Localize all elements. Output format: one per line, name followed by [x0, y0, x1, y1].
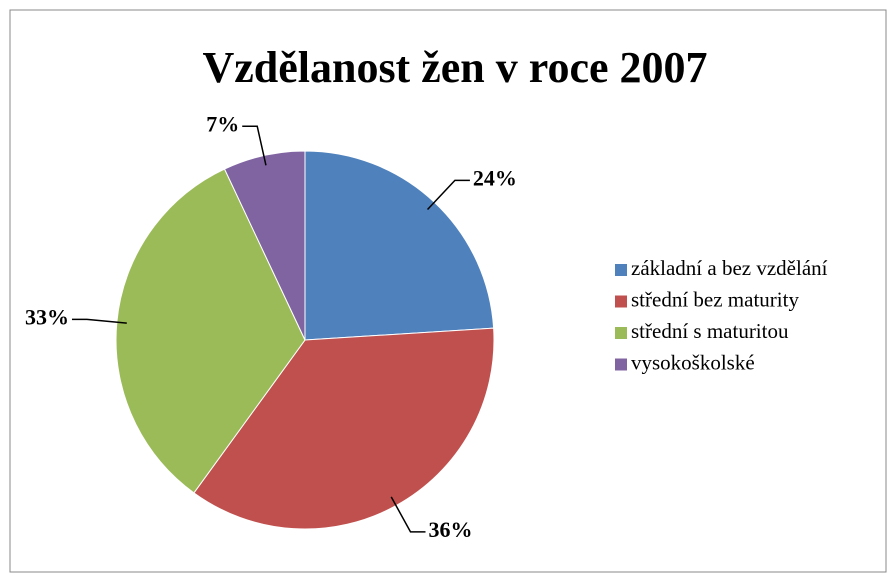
legend-swatch — [615, 295, 627, 308]
leader-line — [426, 179, 470, 211]
legend-swatch — [615, 327, 627, 339]
legend-label: střední s maturitou — [631, 319, 789, 343]
legend-label: základní a bez vzdělání — [631, 256, 828, 280]
data-label: 33% — [25, 304, 69, 329]
legend-label: vysokoškolské — [631, 350, 755, 374]
leader-line — [390, 496, 426, 533]
chart-title: Vzdělanost žen v roce 2007 — [202, 43, 707, 92]
legend-label: střední bez maturity — [631, 287, 799, 311]
data-label: 36% — [429, 517, 473, 542]
data-label: 7% — [206, 111, 239, 136]
leader-line — [71, 318, 127, 324]
leader-line — [242, 125, 267, 166]
legend-swatch — [615, 264, 627, 276]
legend-swatch — [615, 358, 627, 371]
data-label: 24% — [473, 165, 517, 190]
